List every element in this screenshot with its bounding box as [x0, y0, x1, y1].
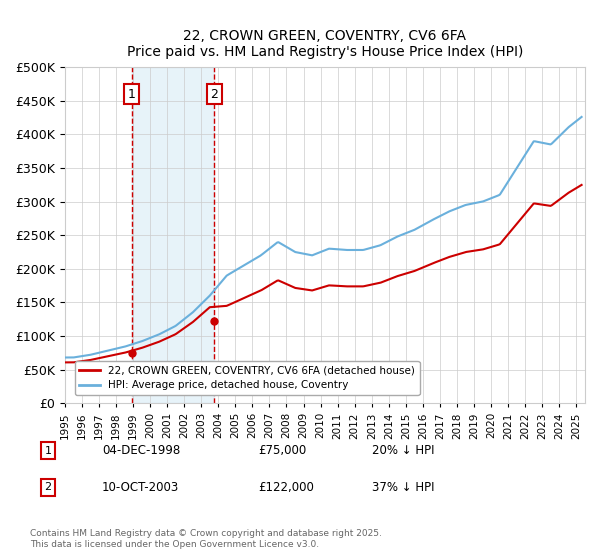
Text: 1: 1 — [44, 446, 52, 456]
Text: 37% ↓ HPI: 37% ↓ HPI — [372, 480, 434, 494]
Text: Contains HM Land Registry data © Crown copyright and database right 2025.
This d: Contains HM Land Registry data © Crown c… — [30, 529, 382, 549]
Bar — [131, 67, 214, 403]
Text: 2: 2 — [44, 482, 52, 492]
Text: £122,000: £122,000 — [258, 480, 314, 494]
Text: 04-DEC-1998: 04-DEC-1998 — [102, 444, 180, 458]
Text: 10-OCT-2003: 10-OCT-2003 — [102, 480, 179, 494]
Text: 2: 2 — [211, 87, 218, 101]
Legend: 22, CROWN GREEN, COVENTRY, CV6 6FA (detached house), HPI: Average price, detache: 22, CROWN GREEN, COVENTRY, CV6 6FA (deta… — [75, 361, 419, 395]
Text: 1: 1 — [128, 87, 136, 101]
Title: 22, CROWN GREEN, COVENTRY, CV6 6FA
Price paid vs. HM Land Registry's House Price: 22, CROWN GREEN, COVENTRY, CV6 6FA Price… — [127, 29, 523, 59]
Text: £75,000: £75,000 — [258, 444, 306, 458]
Text: 20% ↓ HPI: 20% ↓ HPI — [372, 444, 434, 458]
